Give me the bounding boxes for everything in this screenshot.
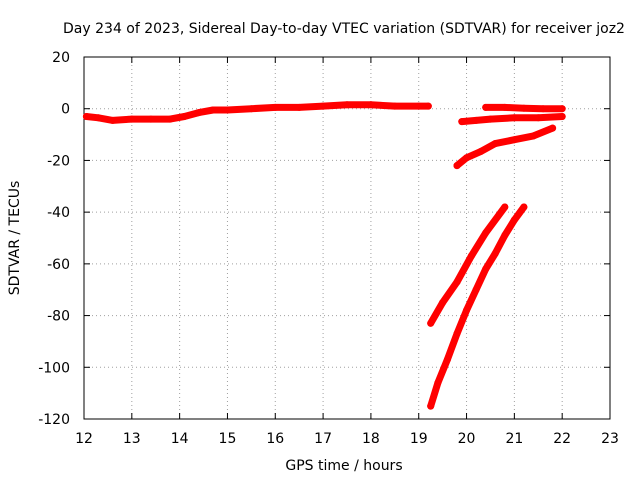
data-point: [463, 154, 470, 162]
data-point: [82, 113, 90, 120]
y-tick-label: -20: [47, 153, 70, 169]
data-point: [510, 216, 518, 224]
data-point: [453, 330, 461, 338]
data-point: [463, 306, 470, 314]
y-tick-label: -120: [38, 412, 70, 428]
data-point: [128, 115, 136, 123]
data-point: [558, 105, 566, 113]
series-line-6: [427, 203, 528, 410]
data-point: [391, 102, 399, 110]
data-point: [491, 250, 499, 257]
data-point: [510, 114, 518, 122]
data-point: [166, 115, 174, 123]
data-point: [439, 299, 447, 307]
data-point: [271, 103, 279, 111]
data-point: [520, 104, 528, 112]
data-point: [539, 105, 547, 113]
data-point: [472, 286, 480, 294]
data-point: [491, 140, 499, 148]
y-tick-label: -100: [38, 360, 70, 376]
data-point: [94, 114, 102, 122]
data-point: [427, 402, 435, 410]
data-point: [477, 147, 485, 155]
data-point: [482, 103, 490, 111]
data-point: [501, 203, 509, 211]
data-point: [530, 132, 537, 140]
data-point: [443, 356, 451, 363]
y-tick-label: -80: [47, 309, 70, 325]
data-point: [510, 136, 518, 144]
x-tick-label: 12: [75, 431, 93, 447]
x-tick-label: 19: [410, 431, 428, 447]
x-tick-label: 22: [553, 431, 571, 447]
y-tick-label: -60: [47, 257, 70, 273]
x-tick-label: 17: [314, 431, 332, 447]
data-point: [482, 265, 490, 273]
series-group: [82, 101, 566, 410]
data-point: [434, 379, 442, 387]
data-point: [501, 103, 509, 111]
data-point: [472, 116, 480, 124]
y-tick-label: 0: [61, 102, 70, 118]
data-point: [224, 106, 231, 114]
x-tick-label: 18: [362, 431, 380, 447]
data-point: [415, 102, 423, 110]
y-tick-label: 20: [52, 50, 70, 66]
x-tick-label: 23: [601, 431, 619, 447]
data-point: [482, 229, 490, 237]
x-tick-label: 14: [171, 431, 189, 447]
data-point: [247, 105, 255, 113]
plot-frame: [83, 56, 611, 420]
series-line-1: [82, 101, 432, 124]
data-point: [453, 162, 461, 170]
axis-ticks: 12 13 14 15 16 17 18 19 20 21 22 23 20 0 -20 -40 -60 -80 -…: [38, 50, 619, 447]
data-point: [295, 103, 303, 111]
data-point: [147, 115, 155, 123]
series-line-5: [427, 203, 509, 327]
data-point: [209, 106, 217, 114]
data-point: [319, 102, 327, 110]
data-point: [453, 278, 461, 286]
data-point: [534, 114, 542, 122]
data-point: [367, 101, 375, 109]
data-point: [467, 252, 475, 260]
x-tick-label: 20: [458, 431, 476, 447]
data-point: [520, 203, 528, 211]
data-point: [427, 319, 435, 327]
data-point: [424, 102, 432, 110]
data-point: [558, 113, 566, 120]
data-point: [195, 109, 203, 117]
data-point: [109, 116, 117, 124]
x-tick-label: 13: [123, 431, 141, 447]
x-tick-label: 16: [266, 431, 284, 447]
y-tick-label: -40: [47, 205, 70, 221]
chart-title: Day 234 of 2023, Sidereal Day-to-day VTE…: [63, 21, 625, 37]
data-point: [501, 231, 509, 239]
data-point: [343, 101, 351, 109]
x-tick-label: 15: [219, 431, 237, 447]
data-point: [549, 124, 557, 132]
y-axis-label: SDTVAR / TECUs: [7, 181, 23, 296]
x-axis-label: GPS time / hours: [285, 458, 402, 474]
data-point: [180, 113, 188, 120]
x-tick-label: 21: [505, 431, 523, 447]
data-point: [458, 118, 466, 126]
data-point: [487, 115, 494, 123]
